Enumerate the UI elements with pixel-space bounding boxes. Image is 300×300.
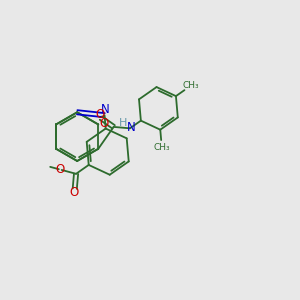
Text: O: O: [99, 117, 108, 130]
Text: CH₃: CH₃: [182, 82, 199, 91]
Text: N: N: [127, 121, 136, 134]
Text: CH₃: CH₃: [154, 143, 170, 152]
Text: O: O: [70, 186, 79, 199]
Text: H: H: [119, 118, 128, 128]
Text: O: O: [95, 108, 104, 121]
Text: O: O: [56, 163, 65, 176]
Text: N: N: [101, 103, 110, 116]
